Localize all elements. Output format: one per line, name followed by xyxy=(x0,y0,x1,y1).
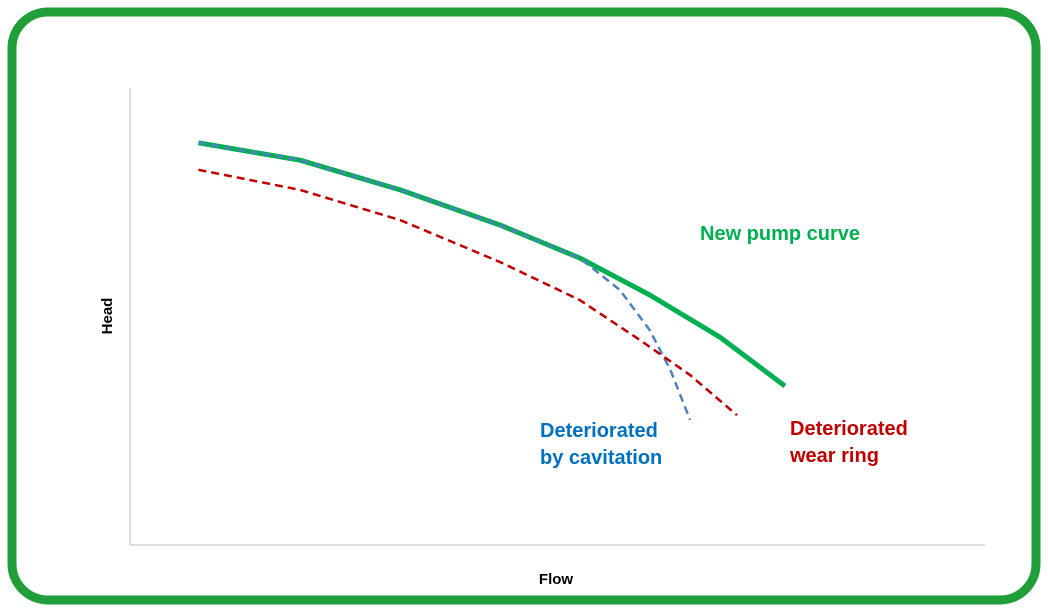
annotation: by cavitation xyxy=(540,447,662,469)
annotation: Deteriorated xyxy=(790,418,908,440)
series-line xyxy=(198,141,692,421)
annotation: Deteriorated xyxy=(540,420,658,442)
x-axis-label: Flow xyxy=(539,571,573,588)
y-axis-label: Head xyxy=(99,298,116,335)
frame xyxy=(7,7,1041,605)
series-line xyxy=(198,168,738,417)
annotation: New pump curve xyxy=(700,223,860,245)
annotation: wear ring xyxy=(789,445,879,467)
